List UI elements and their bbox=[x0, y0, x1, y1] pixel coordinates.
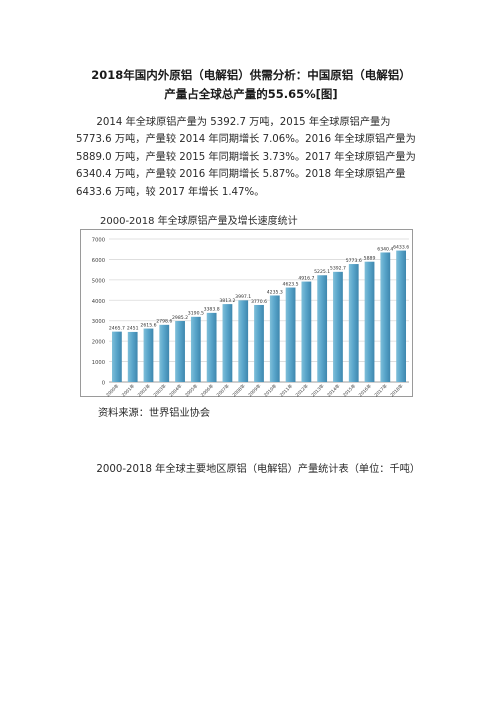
x-tick-label: 2014年 bbox=[325, 382, 341, 398]
x-tick-label: 2004年 bbox=[168, 382, 184, 398]
x-tick-label: 2011年 bbox=[278, 382, 294, 398]
data-label: 5773.6 bbox=[346, 258, 362, 264]
y-tick-label: 5000 bbox=[92, 278, 105, 284]
y-tick-label: 7000 bbox=[92, 238, 105, 244]
data-label: 6433.6 bbox=[393, 244, 409, 250]
bar bbox=[190, 316, 201, 382]
y-tick-label: 0 bbox=[102, 381, 105, 387]
x-tick-label: 2006年 bbox=[199, 382, 215, 398]
x-tick-label: 2003年 bbox=[152, 382, 168, 398]
data-label: 6340.4 bbox=[377, 246, 393, 252]
y-tick-label: 2000 bbox=[92, 340, 105, 346]
y-tick-label: 3000 bbox=[92, 319, 105, 325]
data-label: 4623.5 bbox=[283, 281, 299, 287]
data-label: 4916.7 bbox=[298, 275, 314, 281]
chart-caption: 2000-2018 年全球原铝产量及增长速度统计 bbox=[100, 216, 298, 227]
x-tick-label: 2012年 bbox=[294, 382, 310, 398]
x-tick-label: 2010年 bbox=[262, 382, 278, 398]
data-label: 2451 bbox=[127, 326, 139, 332]
data-label: 2465.7 bbox=[109, 325, 125, 331]
data-label: 3770.6 bbox=[251, 299, 267, 305]
bar-chart-svg: 0 1000 2000 3000 4000 5000 6000 7000 2465.7 2000年… bbox=[92, 238, 409, 399]
bar bbox=[364, 261, 375, 382]
x-tick-label: 2009年 bbox=[246, 382, 262, 398]
bar bbox=[254, 304, 264, 382]
data-label: 5225.1 bbox=[314, 269, 330, 275]
bar bbox=[175, 321, 185, 382]
x-tick-label: 2002年 bbox=[136, 382, 152, 398]
data-label: 3813.2 bbox=[219, 298, 235, 304]
data-label: 4235.3 bbox=[267, 289, 283, 295]
bar bbox=[317, 275, 328, 382]
bar bbox=[396, 250, 406, 382]
x-tick-label: 2017年 bbox=[373, 382, 389, 398]
data-label: 2615.6 bbox=[140, 322, 156, 328]
bar bbox=[206, 312, 217, 382]
x-tick-label: 2013年 bbox=[310, 382, 326, 398]
x-tick-label: 2005年 bbox=[183, 382, 199, 398]
source-note: 资料来源：世界铝业协会 bbox=[98, 408, 211, 419]
bar bbox=[285, 287, 296, 382]
x-tick-label: 2015年 bbox=[341, 382, 357, 398]
article-title: 2018年国内外原铝（电解铝）供需分析：中国原铝（电解铝）产量占全球总产量的55… bbox=[91, 68, 411, 101]
x-tick-label: 2008年 bbox=[231, 382, 247, 398]
bar bbox=[238, 300, 249, 382]
bar-chart: 0 1000 2000 3000 4000 5000 6000 7000 2465.7 2000年… bbox=[80, 229, 413, 399]
data-label: 5889 bbox=[364, 255, 376, 261]
bar bbox=[269, 295, 280, 382]
x-tick-label: 2001年 bbox=[120, 382, 136, 398]
bar bbox=[222, 304, 233, 382]
bar bbox=[348, 264, 359, 382]
table-caption: 2000-2018 年全球主要地区原铝（电解铝）产量统计表（单位：千吨） bbox=[96, 464, 421, 475]
bar bbox=[112, 331, 122, 382]
data-label: 3997.1 bbox=[235, 294, 251, 300]
bar bbox=[301, 281, 312, 382]
data-label: 2985.2 bbox=[172, 315, 188, 321]
x-tick-label: 2016年 bbox=[357, 382, 373, 398]
bar bbox=[143, 328, 154, 382]
data-label: 3383.8 bbox=[204, 307, 220, 313]
data-label: 3190.5 bbox=[188, 311, 204, 317]
x-tick-label: 2018年 bbox=[389, 382, 405, 398]
bar bbox=[380, 252, 391, 382]
bar bbox=[333, 271, 343, 382]
x-tick-label: 2000年 bbox=[104, 382, 120, 398]
y-tick-label: 6000 bbox=[92, 258, 105, 264]
data-label: 2798.6 bbox=[156, 319, 172, 325]
x-tick-label: 2007年 bbox=[215, 382, 231, 398]
y-tick-label: 4000 bbox=[92, 299, 105, 305]
bar bbox=[159, 324, 170, 382]
y-tick-label: 1000 bbox=[92, 360, 105, 366]
body-paragraph: 2014 年全球原铝产量为 5392.7 万吨，2015 年全球原铝产量为 57… bbox=[76, 117, 416, 198]
bar bbox=[127, 331, 138, 382]
data-label: 5392.7 bbox=[330, 266, 346, 272]
